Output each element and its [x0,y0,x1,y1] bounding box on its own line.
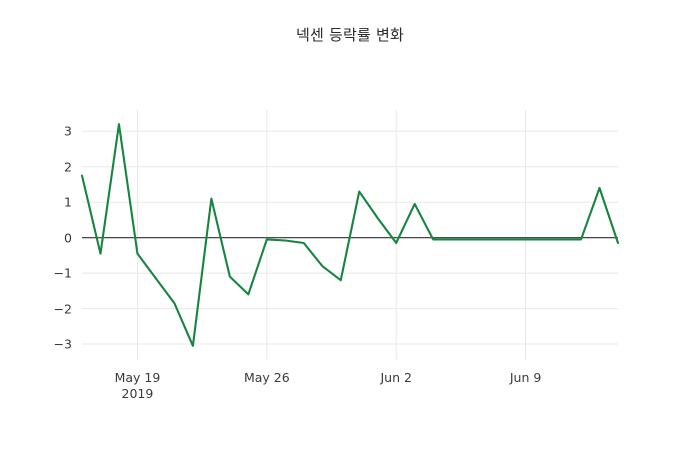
data-series-line [80,123,620,347]
y-axis-tick-label: 2 [64,159,72,175]
y-axis-tick-label: 1 [64,194,72,210]
x-axis-tick-label: Jun 9 [466,370,586,386]
y-axis-tick-label: 0 [64,230,72,246]
vertical-gridlines [136,110,527,360]
x-axis-tick-label: Jun 2 [336,370,456,386]
y-axis-tick-label: −1 [53,265,72,281]
x-axis-tick-label-year: 2019 [121,386,154,401]
x-axis-tick-label: May 26 [207,370,327,386]
x-axis-tick-label-main: May 19 [114,370,161,385]
y-axis-tick-label: −2 [53,301,72,317]
y-axis-tick-label: −3 [53,336,72,352]
chart-title: 넥센 등락률 변화 [296,26,404,44]
x-axis-tick-label-main: Jun 2 [380,370,412,385]
x-axis-tick-label-main: May 26 [243,370,290,385]
x-axis-tick-label-main: Jun 9 [509,370,542,385]
plot-area [80,110,620,360]
plot-svg [80,110,620,360]
y-axis-tick-label: 3 [64,123,72,139]
x-axis-tick-label: May 19 2019 [77,370,197,402]
